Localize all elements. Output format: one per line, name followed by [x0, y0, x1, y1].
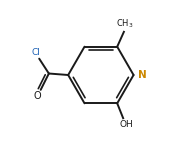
- Text: O: O: [34, 91, 41, 101]
- Text: N: N: [138, 70, 147, 80]
- Text: OH: OH: [119, 120, 133, 129]
- Text: Cl: Cl: [32, 48, 41, 57]
- Text: CH$_3$: CH$_3$: [116, 18, 133, 30]
